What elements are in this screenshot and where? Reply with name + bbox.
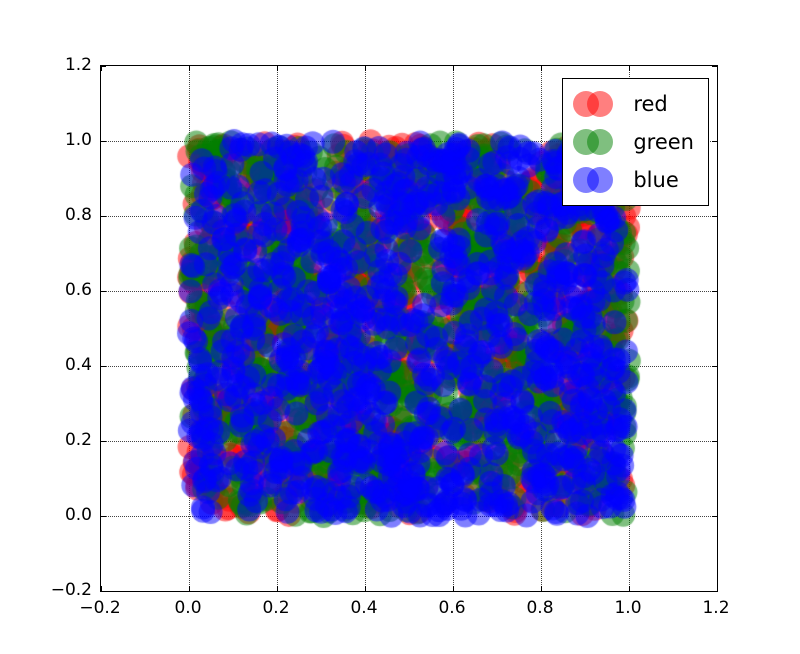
x-tick-label: 1.0 xyxy=(614,598,642,618)
x-tick-label: 0.4 xyxy=(350,598,378,618)
y-tick-mark xyxy=(712,140,717,142)
blue-marker-icon xyxy=(587,167,614,193)
x-tick-mark xyxy=(364,66,366,71)
y-tick-mark xyxy=(712,590,717,592)
y-tick-mark xyxy=(712,215,717,217)
legend-swatch-red xyxy=(573,89,617,119)
x-tick-label: 0.2 xyxy=(262,598,290,618)
x-tick-mark xyxy=(716,586,718,591)
x-tick-mark xyxy=(364,586,366,591)
x-tick-mark xyxy=(276,66,278,71)
plot-area: red green blue xyxy=(100,65,718,592)
x-tick-label: 1.2 xyxy=(702,598,730,618)
y-tick-label: 0.8 xyxy=(64,205,92,225)
y-tick-mark xyxy=(712,65,717,67)
y-tick-label: −0.2 xyxy=(50,580,92,600)
x-tick-mark xyxy=(452,586,454,591)
green-marker-icon xyxy=(587,129,614,155)
legend-swatch-green xyxy=(573,127,617,157)
y-tick-mark xyxy=(101,290,106,292)
y-tick-mark xyxy=(712,440,717,442)
x-tick-mark xyxy=(716,66,718,71)
tick-layer xyxy=(100,65,718,592)
y-tick-mark xyxy=(101,515,106,517)
x-tick-mark xyxy=(188,66,190,71)
x-tick-mark xyxy=(452,66,454,71)
y-tick-label: 1.0 xyxy=(64,130,92,150)
y-tick-mark xyxy=(712,365,717,367)
y-tick-label: 1.2 xyxy=(64,55,92,75)
red-marker-icon xyxy=(587,91,614,117)
y-tick-mark xyxy=(101,440,106,442)
y-tick-mark xyxy=(101,65,106,67)
y-tick-mark xyxy=(712,290,717,292)
legend-label-red: red xyxy=(633,92,668,116)
y-tick-label: 0.6 xyxy=(64,280,92,300)
y-tick-label: 0.0 xyxy=(64,505,92,525)
x-tick-mark xyxy=(628,586,630,591)
legend-label-blue: blue xyxy=(633,168,679,192)
y-tick-mark xyxy=(101,215,106,217)
x-tick-mark xyxy=(540,586,542,591)
legend: red green blue xyxy=(562,78,709,206)
x-tick-mark xyxy=(540,66,542,71)
y-tick-label: 0.2 xyxy=(64,430,92,450)
x-tick-label: 0.0 xyxy=(174,598,202,618)
y-tick-mark xyxy=(101,590,106,592)
legend-row-blue: blue xyxy=(573,165,694,195)
legend-row-red: red xyxy=(573,89,694,119)
x-tick-mark xyxy=(100,66,102,71)
y-tick-mark xyxy=(712,515,717,517)
y-tick-mark xyxy=(101,365,106,367)
x-tick-label: −0.2 xyxy=(79,598,121,618)
x-tick-label: 0.8 xyxy=(526,598,554,618)
y-tick-label: 0.4 xyxy=(64,355,92,375)
x-tick-mark xyxy=(276,586,278,591)
y-tick-mark xyxy=(101,140,106,142)
x-tick-mark xyxy=(188,586,190,591)
x-tick-mark xyxy=(628,66,630,71)
legend-swatch-blue xyxy=(573,165,617,195)
legend-row-green: green xyxy=(573,127,694,157)
x-tick-mark xyxy=(100,586,102,591)
legend-label-green: green xyxy=(633,130,694,154)
x-tick-label: 0.6 xyxy=(438,598,466,618)
